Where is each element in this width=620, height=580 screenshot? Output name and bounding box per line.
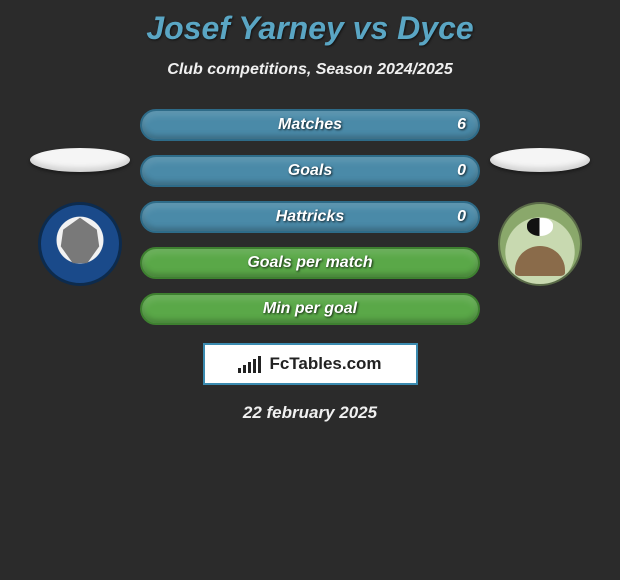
comparison-row: Matches 6 Goals 0 Hattricks 0 Goals per …: [0, 109, 620, 325]
stat-label: Min per goal: [263, 300, 357, 318]
stat-right-value: 0: [457, 208, 466, 226]
stat-label: Hattricks: [276, 208, 344, 226]
stat-row-min-per-goal: Min per goal: [140, 293, 480, 325]
stat-label: Goals per match: [247, 254, 372, 272]
stat-row-goals-per-match: Goals per match: [140, 247, 480, 279]
brand-bars-icon: [238, 356, 261, 373]
stat-row-goals: Goals 0: [140, 155, 480, 187]
stat-row-matches: Matches 6: [140, 109, 480, 141]
stat-label: Goals: [288, 162, 332, 180]
date-label: 22 february 2025: [0, 403, 620, 423]
brand-watermark: FcTables.com: [203, 343, 418, 385]
left-club-badge: [38, 202, 122, 286]
right-player-placeholder: [490, 148, 590, 172]
page-title: Josef Yarney vs Dyce: [0, 0, 620, 47]
stat-right-value: 6: [457, 116, 466, 134]
stat-label: Matches: [278, 116, 342, 134]
right-club-badge: [498, 202, 582, 286]
brand-text: FcTables.com: [269, 354, 381, 374]
stat-row-hattricks: Hattricks 0: [140, 201, 480, 233]
left-player-col: [20, 148, 140, 286]
left-player-placeholder: [30, 148, 130, 172]
subtitle: Club competitions, Season 2024/2025: [0, 61, 620, 79]
stats-column: Matches 6 Goals 0 Hattricks 0 Goals per …: [140, 109, 480, 325]
right-player-col: [480, 148, 600, 286]
stat-right-value: 0: [457, 162, 466, 180]
